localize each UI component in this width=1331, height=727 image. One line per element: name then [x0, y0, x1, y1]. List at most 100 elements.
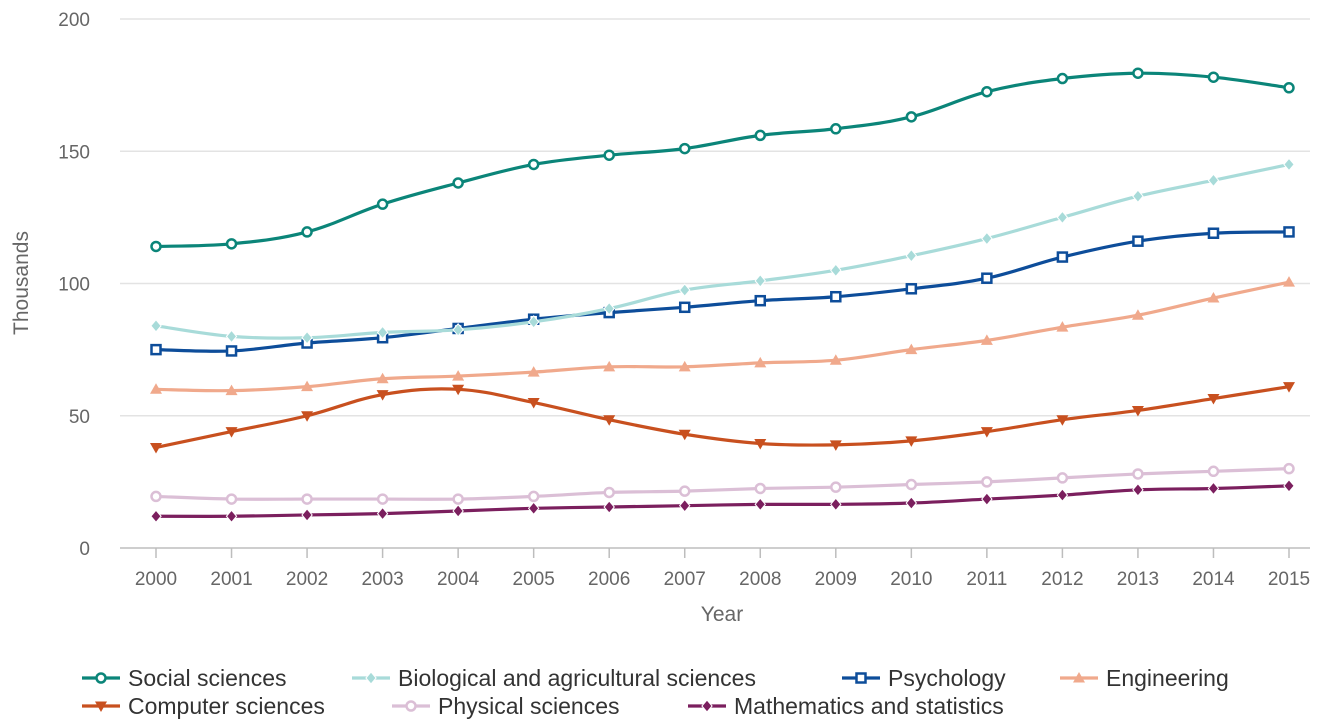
- data-point-computer-sciences: [754, 439, 767, 450]
- data-point-psychology: [225, 345, 238, 357]
- legend-label: Physical sciences: [438, 693, 620, 719]
- data-point-computer-sciences: [301, 411, 314, 422]
- legend-item-biological-and-agricultural-sciences[interactable]: Biological and agricultural sciences: [352, 665, 756, 691]
- legend-item-mathematics-and-statistics[interactable]: Mathematics and statistics: [688, 693, 1004, 719]
- y-tick-label: 0: [79, 539, 90, 560]
- x-tick-label: 2008: [739, 569, 781, 590]
- legend-marker-engineering: [1073, 672, 1085, 683]
- gridlines: [120, 18, 1310, 417]
- data-point-physical-sciences: [830, 481, 842, 493]
- legend-item-social-sciences[interactable]: Social sciences: [82, 665, 287, 691]
- data-point-physical-sciences: [1283, 462, 1295, 475]
- x-tick-label: 2002: [286, 569, 328, 590]
- legend-label: Biological and agricultural sciences: [398, 665, 756, 691]
- data-point-biological-and-agricultural-sciences: [1283, 157, 1295, 172]
- legend-marker-physical-sciences: [405, 700, 417, 712]
- data-point-mathematics-and-statistics: [754, 497, 767, 512]
- data-point-biological-and-agricultural-sciences: [1207, 173, 1220, 188]
- data-point-computer-sciences: [1207, 394, 1220, 405]
- series-layer: [150, 67, 1295, 524]
- x-tick-label: 2004: [437, 569, 480, 590]
- legend-item-engineering[interactable]: Engineering: [1060, 665, 1229, 691]
- data-point-engineering: [905, 343, 918, 355]
- y-axis-title: Thousands: [10, 231, 33, 335]
- data-point-biological-and-agricultural-sciences: [452, 323, 464, 337]
- data-point-engineering: [452, 370, 465, 381]
- data-point-engineering: [754, 356, 767, 368]
- data-point-computer-sciences: [150, 442, 162, 454]
- series-mathematics-and-statistics: [150, 479, 1295, 524]
- y-tick-label: 150: [58, 142, 90, 163]
- data-point-mathematics-and-statistics: [452, 504, 464, 518]
- data-point-social-sciences: [830, 123, 842, 135]
- data-point-biological-and-agricultural-sciences: [830, 263, 842, 278]
- data-point-engineering: [150, 383, 162, 394]
- data-point-social-sciences: [1283, 82, 1295, 94]
- series-engineering: [150, 276, 1295, 396]
- series-line-engineering: [155, 280, 1290, 393]
- data-point-computer-sciences: [527, 398, 540, 409]
- data-point-mathematics-and-statistics: [225, 509, 238, 524]
- legend-marker-mathematics-and-statistics: [701, 699, 713, 713]
- x-tick-label: 2003: [361, 569, 403, 590]
- data-point-computer-sciences: [1056, 415, 1069, 426]
- data-point-mathematics-and-statistics: [1132, 483, 1144, 497]
- data-point-psychology: [1132, 235, 1144, 247]
- x-tick-label: 2005: [513, 569, 555, 590]
- x-axis-title: Year: [701, 603, 743, 626]
- data-point-mathematics-and-statistics: [527, 501, 540, 516]
- data-point-engineering: [980, 334, 993, 345]
- legend: Social sciences Biological and agricultur…: [82, 665, 1229, 719]
- data-point-psychology: [981, 272, 993, 284]
- data-point-computer-sciences: [1131, 405, 1144, 417]
- x-tick-label: 2007: [664, 569, 706, 590]
- data-point-biological-and-agricultural-sciences: [225, 329, 238, 344]
- y-axis-ticks: 0 50 100 150 200: [58, 10, 90, 560]
- series-line-social-sciences: [155, 71, 1290, 249]
- data-point-physical-sciences: [981, 476, 993, 488]
- data-point-engineering: [301, 380, 314, 392]
- data-point-biological-and-agricultural-sciences: [678, 283, 691, 297]
- data-point-computer-sciences: [376, 390, 389, 401]
- data-point-mathematics-and-statistics: [1056, 488, 1069, 502]
- legend-marker-social-sciences: [95, 672, 107, 684]
- legend-item-physical-sciences[interactable]: Physical sciences: [392, 693, 620, 719]
- data-point-social-sciences: [1132, 67, 1144, 79]
- series-line-psychology: [155, 230, 1290, 353]
- data-point-mathematics-and-statistics: [376, 506, 389, 521]
- data-point-biological-and-agricultural-sciences: [527, 315, 540, 329]
- data-point-mathematics-and-statistics: [1283, 479, 1295, 493]
- series-biological-and-agricultural-sciences: [150, 157, 1295, 345]
- data-point-psychology: [905, 283, 918, 295]
- legend-item-psychology[interactable]: Psychology: [842, 665, 1006, 691]
- data-point-computer-sciences: [829, 440, 842, 451]
- legend-marker-psychology: [855, 672, 867, 684]
- x-tick-label: 2012: [1041, 569, 1083, 590]
- y-tick-label: 200: [58, 10, 90, 31]
- legend-item-computer-sciences[interactable]: Computer sciences: [82, 693, 325, 719]
- data-point-mathematics-and-statistics: [1207, 481, 1220, 496]
- data-point-engineering: [1283, 276, 1295, 287]
- data-point-social-sciences: [678, 142, 691, 155]
- legend-label: Mathematics and statistics: [734, 693, 1004, 719]
- data-point-physical-sciences: [1207, 465, 1220, 478]
- data-point-computer-sciences: [1283, 382, 1295, 393]
- data-point-social-sciences: [527, 158, 540, 171]
- data-point-mathematics-and-statistics: [301, 508, 313, 522]
- data-point-social-sciences: [1207, 71, 1220, 83]
- x-tick-label: 2000: [135, 569, 177, 590]
- data-point-computer-sciences: [980, 427, 993, 438]
- data-point-social-sciences: [301, 226, 313, 238]
- x-tick-label: 2011: [966, 569, 1007, 590]
- y-tick-label: 100: [58, 275, 90, 296]
- x-tick-label: 2001: [210, 569, 252, 590]
- data-point-biological-and-agricultural-sciences: [981, 231, 993, 246]
- legend-label: Computer sciences: [128, 693, 325, 719]
- y-tick-label: 50: [69, 407, 90, 428]
- data-point-physical-sciences: [1056, 472, 1069, 484]
- x-tick-label: 2014: [1192, 569, 1235, 590]
- data-point-social-sciences: [981, 85, 993, 98]
- data-point-engineering: [603, 360, 616, 372]
- data-point-social-sciences: [452, 177, 464, 189]
